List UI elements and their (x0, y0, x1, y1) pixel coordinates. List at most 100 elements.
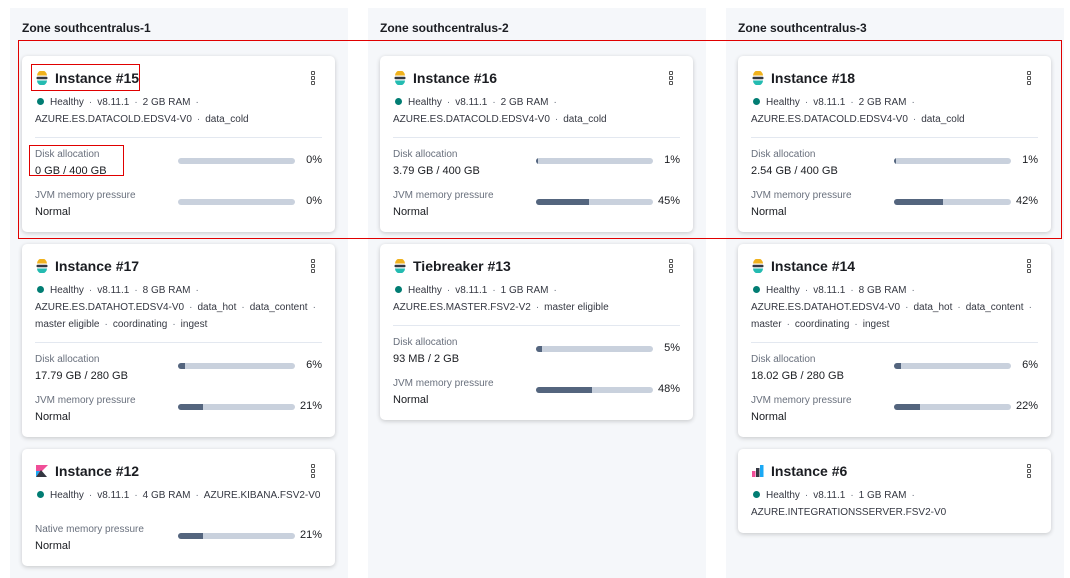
separator: · (492, 97, 496, 108)
separator: · (88, 285, 93, 296)
more-actions-icon[interactable] (311, 71, 317, 85)
metric-label: JVM memory pressure (393, 190, 494, 201)
more-actions-icon[interactable] (311, 259, 317, 273)
instance-card: Instance #14 Healthy · v8.11.1 · 8 GB RAM · AZU… (738, 244, 1051, 437)
instance-card: Instance #6 Healthy · v8.11.1 · 1 GB RAM · AZUR… (738, 449, 1051, 533)
instance-meta-line: AZURE.INTEGRATIONSSERVER.FSV2-V0 (751, 504, 1038, 521)
metric-row: JVM memory pressure Normal 22% (751, 393, 1038, 425)
meta-item: data_content (965, 302, 1024, 313)
zone-title: Zone southcentralus-2 (380, 21, 509, 35)
separator: · (804, 490, 809, 501)
separator: · (553, 285, 557, 296)
metric-progress-bar (178, 199, 295, 205)
meta-item: AZURE.ES.DATAHOT.EDSV4-V0 (35, 302, 185, 313)
metric-label: Disk allocation (393, 149, 458, 160)
instance-meta-line: Healthy · v8.11.1 · 1 GB RAM · (751, 487, 1038, 504)
metric-row: Disk allocation 3.79 GB / 400 GB 1% (393, 147, 680, 179)
meta-item: data_hot (913, 302, 953, 313)
separator: · (134, 490, 138, 501)
more-actions-icon[interactable] (311, 464, 317, 478)
more-actions-icon[interactable] (669, 71, 675, 85)
separator: · (446, 97, 451, 108)
instance-card: Instance #18 Healthy · v8.11.1 · 2 GB RAM · AZU… (738, 56, 1051, 232)
instance-meta-line: Healthy · v8.11.1 · 2 GB RAM · (751, 94, 1038, 111)
separator: · (189, 302, 193, 313)
metric-label: JVM memory pressure (35, 190, 136, 201)
more-actions-icon[interactable] (1027, 71, 1033, 85)
metric-row: Disk allocation 18.02 GB / 280 GB 6% (751, 352, 1038, 384)
instance-meta-line: AZURE.ES.DATACOLD.EDSV4-V0 · data_cold (393, 111, 680, 128)
instance-meta-line: AZURE.ES.DATAHOT.EDSV4-V0 · data_hot · data_… (35, 299, 322, 316)
metric-percent: 0% (306, 154, 322, 166)
instance-meta-line: AZURE.ES.DATACOLD.EDSV4-V0 · data_cold (751, 111, 1038, 128)
divider (393, 137, 680, 138)
integrations-icon (751, 464, 765, 478)
metric-progress-bar (178, 158, 295, 164)
meta-item: 2 GB RAM (500, 97, 549, 108)
progress-fill (536, 346, 542, 352)
instance-meta-line: master · coordinating · ingest (751, 316, 1038, 333)
meta-item: v8.11.1 (455, 285, 488, 296)
metric-percent: 0% (306, 195, 322, 207)
meta-item: AZURE.ES.DATACOLD.EDSV4-V0 (35, 114, 192, 125)
meta-item: ingest (180, 319, 208, 330)
instance-meta-line: Healthy · v8.11.1 · 2 GB RAM · (35, 94, 322, 111)
separator: · (535, 302, 540, 313)
separator: · (912, 114, 917, 125)
separator: · (554, 114, 559, 125)
meta-item: master eligible (544, 302, 609, 313)
more-actions-icon[interactable] (1027, 464, 1033, 478)
metric-label: JVM memory pressure (35, 395, 136, 406)
meta-item: AZURE.ES.DATACOLD.EDSV4-V0 (751, 114, 908, 125)
meta-item: master eligible (35, 319, 100, 330)
metric-percent: 5% (664, 342, 680, 354)
meta-item: Healthy (408, 285, 442, 296)
meta-item: v8.11.1 (97, 97, 130, 108)
elasticsearch-icon (751, 70, 765, 86)
zone-column: Zone southcentralus-1 Instance #15 Healthy… (10, 8, 348, 578)
meta-item: master (751, 319, 782, 330)
instance-meta-line: Healthy · v8.11.1 · 8 GB RAM · (35, 282, 322, 299)
meta-item: 4 GB RAM (142, 490, 191, 501)
metric-row: Native memory pressure Normal 21% (35, 522, 322, 554)
divider (393, 325, 680, 326)
metric-row: JVM memory pressure Normal 45% (393, 188, 680, 220)
meta-item: Healthy (766, 285, 800, 296)
metric-label: JVM memory pressure (393, 378, 494, 389)
metric-progress-bar (894, 404, 1011, 410)
meta-item: 8 GB RAM (858, 285, 907, 296)
more-actions-icon[interactable] (1027, 259, 1033, 273)
health-status-icon (395, 286, 402, 293)
meta-item: coordinating (112, 319, 168, 330)
metric-row: Disk allocation 17.79 GB / 280 GB 6% (35, 352, 322, 384)
metric-percent: 48% (657, 383, 680, 395)
instance-title: Instance #17 (55, 258, 140, 274)
instance-title: Instance #14 (771, 258, 856, 274)
divider (35, 342, 322, 343)
separator: · (911, 285, 915, 296)
elasticsearch-icon (393, 70, 407, 86)
metric-progress-bar (178, 404, 295, 410)
meta-item: AZURE.KIBANA.FSV2-V0 (203, 490, 321, 501)
health-status-icon (753, 286, 760, 293)
separator: · (905, 302, 909, 313)
metric-row: Disk allocation 93 MB / 2 GB 5% (393, 335, 680, 367)
metric-value: 2.54 GB / 400 GB (751, 165, 838, 177)
metric-value: 18.02 GB / 280 GB (751, 370, 844, 382)
metric-value: Normal (35, 411, 71, 423)
meta-item: Healthy (766, 97, 800, 108)
metric-progress-bar (536, 199, 653, 205)
meta-item: data_cold (563, 114, 607, 125)
separator: · (850, 490, 854, 501)
more-actions-icon[interactable] (669, 259, 675, 273)
metric-label: Disk allocation (35, 354, 100, 365)
meta-item: data_hot (197, 302, 237, 313)
metric-value: 3.79 GB / 400 GB (393, 165, 480, 177)
meta-item: v8.11.1 (97, 285, 130, 296)
separator: · (492, 285, 496, 296)
progress-fill (178, 404, 203, 410)
elasticsearch-icon (35, 70, 49, 86)
instance-card: Instance #16 Healthy · v8.11.1 · 2 GB RAM · AZU… (380, 56, 693, 232)
separator: · (911, 97, 915, 108)
separator: · (241, 302, 245, 313)
